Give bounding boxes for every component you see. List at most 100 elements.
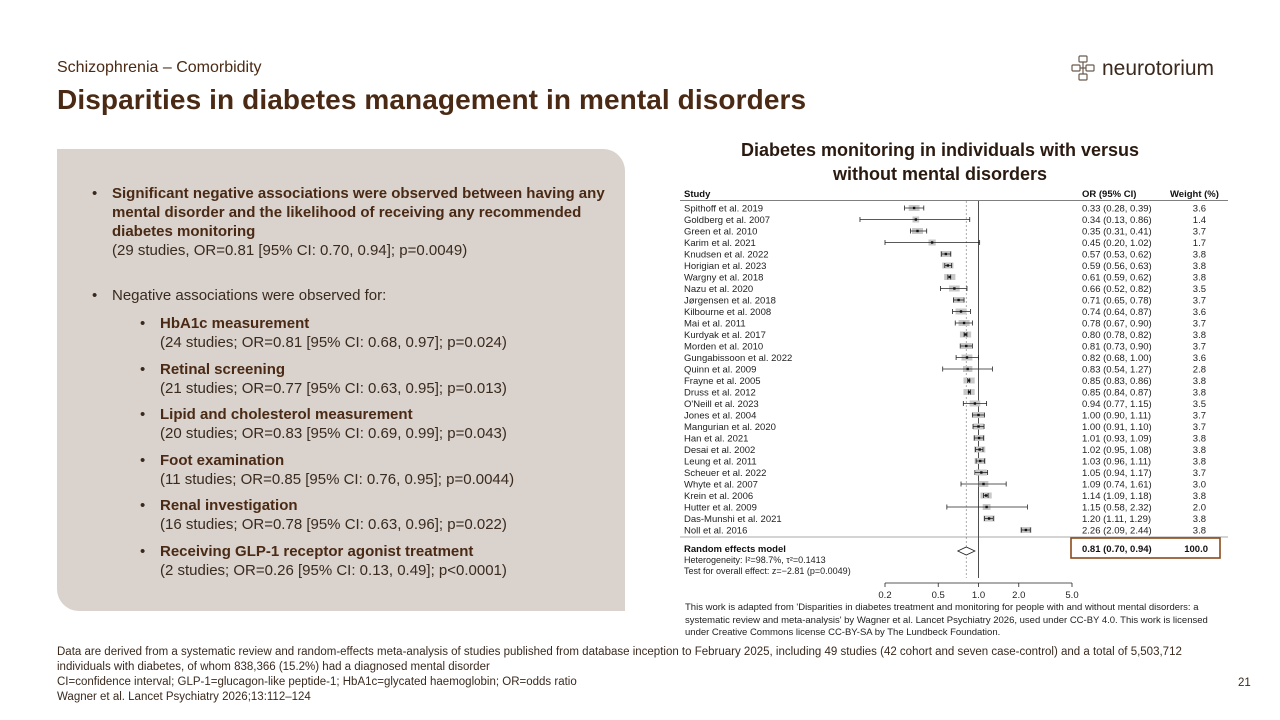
study-weight: 1.4 xyxy=(1193,215,1206,226)
section-subtitle: Schizophrenia – Comorbidity xyxy=(57,59,262,76)
study-label: Goldberg et al. 2007 xyxy=(684,215,770,226)
list-item: HbA1c measurement (24 studies; OR=0.81 [9… xyxy=(112,314,612,352)
list-item-label: Renal investigation xyxy=(160,497,298,514)
list-item: Retinal screening(21 studies; OR=0.77 [9… xyxy=(112,360,612,398)
pooled-label: Random effects model xyxy=(684,544,786,555)
logo-text: neurotorium xyxy=(1102,57,1215,80)
study-point xyxy=(980,471,983,474)
study-weight: 3.6 xyxy=(1193,307,1206,318)
list-item: Receiving GLP-1 receptor agonist treatme… xyxy=(112,542,612,580)
study-weight: 3.6 xyxy=(1193,353,1206,364)
study-weight: 1.7 xyxy=(1193,238,1206,249)
study-weight: 3.8 xyxy=(1193,445,1206,456)
study-or-ci: 0.57 (0.53, 0.62) xyxy=(1082,250,1152,261)
study-point xyxy=(964,333,967,336)
pooled-or-ci: 0.81 (0.70, 0.94) xyxy=(1082,544,1152,555)
study-point xyxy=(977,425,980,428)
list-item-detail: (21 studies; OR=0.77 [95% CI: 0.63, 0.95… xyxy=(160,379,507,397)
study-point xyxy=(979,459,982,463)
study-point xyxy=(987,517,991,520)
list-item-label: Lipid and cholesterol measurement xyxy=(160,406,413,423)
study-or-ci: 0.34 (0.13, 0.86) xyxy=(1082,215,1152,226)
footer-reference: Wagner et al. Lancet Psychiatry 2026;13:… xyxy=(57,691,311,703)
study-point xyxy=(957,298,960,302)
study-label: Mangurian et al. 2020 xyxy=(684,422,776,433)
list-item-label: HbA1c measurement xyxy=(160,315,310,332)
study-or-ci: 2.26 (2.09, 2.44) xyxy=(1082,526,1152,537)
study-weight: 3.7 xyxy=(1193,342,1206,353)
study-label: Hutter et al. 2009 xyxy=(684,503,757,514)
pooled-diamond xyxy=(956,546,976,556)
study-point xyxy=(953,287,956,290)
study-label: Jørgensen et al. 2018 xyxy=(684,296,776,307)
x-tick-label: 1.0 xyxy=(972,590,985,601)
study-point xyxy=(967,390,971,394)
study-or-ci: 1.14 (1.09, 1.18) xyxy=(1082,491,1152,502)
study-or-ci: 0.78 (0.67, 0.90) xyxy=(1082,319,1152,330)
footer-data-source: Data are derived from a systematic revie… xyxy=(57,646,1182,673)
list-item-detail: (2 studies; OR=0.26 [95% CI: 0.13, 0.49]… xyxy=(160,561,507,579)
study-weight: 3.7 xyxy=(1193,468,1206,479)
study-label: Horigian et al. 2023 xyxy=(684,261,766,272)
study-weight: 3.7 xyxy=(1193,411,1206,422)
study-point xyxy=(973,402,977,405)
study-or-ci: 0.85 (0.84, 0.87) xyxy=(1082,388,1152,399)
list-item-detail: (11 studies; OR=0.85 [95% CI: 0.76, 0.95… xyxy=(160,470,515,488)
study-weight: 3.5 xyxy=(1193,284,1206,295)
study-or-ci: 1.05 (0.94, 1.17) xyxy=(1082,468,1152,479)
study-point xyxy=(985,505,988,509)
study-or-ci: 0.74 (0.64, 0.87) xyxy=(1082,307,1152,318)
study-or-ci: 0.71 (0.65, 0.78) xyxy=(1082,296,1152,307)
study-point xyxy=(959,310,963,313)
study-label: Jones et al. 2004 xyxy=(684,411,756,422)
study-label: Kurdyak et al. 2017 xyxy=(684,330,766,341)
study-label: Gungabissoon et al. 2022 xyxy=(684,353,792,364)
list-item-detail: (16 studies; OR=0.78 [95% CI: 0.63, 0.96… xyxy=(160,516,507,533)
study-weight: 3.8 xyxy=(1193,250,1206,261)
list-item-detail: (24 studies; OR=0.81 [95% CI: 0.68, 0.97… xyxy=(160,334,507,351)
study-or-ci: 1.20 (1.11, 1.29) xyxy=(1082,514,1151,525)
study-point xyxy=(944,252,948,256)
logo-icon xyxy=(1071,55,1095,81)
study-point xyxy=(914,218,918,221)
study-point xyxy=(965,344,968,348)
study-or-ci: 0.83 (0.54, 1.27) xyxy=(1082,365,1152,376)
study-label: Desai et al. 2002 xyxy=(684,445,755,456)
study-label: Scheuer et al. 2022 xyxy=(684,468,766,479)
study-weight: 3.8 xyxy=(1193,526,1206,537)
main-finding-detail: (29 studies, OR=0.81 [95% CI: 0.70, 0.94… xyxy=(112,242,468,259)
summary-bullets: Significant negative associations were o… xyxy=(92,184,612,587)
brand-logo: neurotorium xyxy=(1070,54,1214,84)
list-item-label: Receiving GLP-1 receptor agonist treatme… xyxy=(160,542,474,560)
study-or-ci: 1.00 (0.91, 1.10) xyxy=(1082,422,1152,433)
pooled-weight: 100.0 xyxy=(1184,544,1208,555)
study-point xyxy=(946,264,950,267)
study-label: Han et al. 2021 xyxy=(684,434,748,445)
study-label: O'Neill et al. 2023 xyxy=(684,399,759,410)
negative-associations: Negative associations were observed for:… xyxy=(92,286,612,580)
list-item: Lipid and cholesterol measurement (20 stu… xyxy=(112,405,612,443)
study-or-ci: 1.01 (0.93, 1.09) xyxy=(1082,434,1152,445)
list-item-detail: (20 studies; OR=0.83 [95% CI: 0.69, 0.99… xyxy=(160,425,507,442)
study-weight: 3.8 xyxy=(1193,457,1206,468)
study-or-ci: 1.03 (0.96, 1.11) xyxy=(1082,457,1151,468)
footer-abbreviations: CI=confidence interval; GLP-1=glucagon-l… xyxy=(57,676,577,688)
list-item: Renal investigation (16 studies; OR=0.78 … xyxy=(112,496,612,534)
study-label: Whyte et al. 2007 xyxy=(684,480,758,491)
study-point xyxy=(962,321,966,325)
study-weight: 3.8 xyxy=(1193,273,1206,284)
study-or-ci: 0.35 (0.31, 0.41) xyxy=(1082,227,1152,238)
study-label: Leung et al. 2011 xyxy=(684,457,757,468)
study-or-ci: 0.80 (0.78, 0.82) xyxy=(1082,330,1152,341)
study-point xyxy=(982,482,985,486)
chart-title: Diabetes monitoring in individuals with … xyxy=(740,140,1140,184)
list-item: Foot examination(11 studies; OR=0.85 [95… xyxy=(112,451,612,489)
chart-credit: This work is adapted from 'Disparities i… xyxy=(685,602,1208,638)
study-label: Morden et al. 2010 xyxy=(684,342,763,353)
study-weight: 3.7 xyxy=(1193,319,1206,330)
negative-list: HbA1c measurement (24 studies; OR=0.81 [9… xyxy=(112,314,612,580)
pooled-highlight-box xyxy=(1070,537,1221,559)
study-or-ci: 1.00 (0.90, 1.11) xyxy=(1082,411,1151,422)
overall-effect-text: Test for overall effect: z=−2.81 (p=0.00… xyxy=(684,566,851,576)
study-or-ci: 1.09 (0.74, 1.61) xyxy=(1082,480,1152,491)
